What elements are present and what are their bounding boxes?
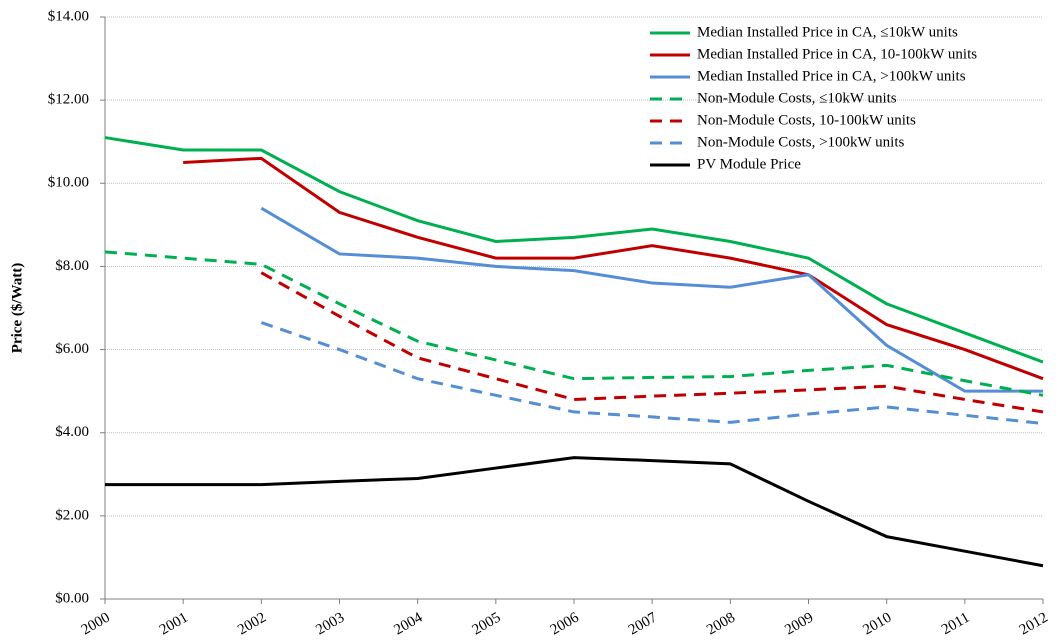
x-tick-label: 2004 xyxy=(391,609,425,638)
x-tick-label: 2010 xyxy=(860,610,894,639)
series-line xyxy=(260,321,1044,426)
series-line xyxy=(104,136,1044,364)
y-tick-label: $4.00 xyxy=(55,424,89,440)
legend-label: Median Installed Price in CA, >100kW uni… xyxy=(697,68,966,84)
y-tick-label: $8.00 xyxy=(55,258,89,274)
x-tick-label: 2012 xyxy=(1017,610,1051,639)
legend-label: Median Installed Price in CA, ≤10kW unit… xyxy=(697,24,958,40)
legend-label: Median Installed Price in CA, 10-100kW u… xyxy=(697,46,977,62)
y-tick-label: $0.00 xyxy=(55,590,89,606)
x-tick-label: 2005 xyxy=(470,610,504,639)
x-tick-label: 2007 xyxy=(626,609,660,638)
legend-label: Non-Module Costs, ≤10kW units xyxy=(697,90,897,106)
x-tick-label: 2001 xyxy=(157,610,191,639)
x-tick-label: 2006 xyxy=(548,609,582,638)
y-tick-label: $12.00 xyxy=(48,92,89,108)
series-line xyxy=(183,156,1044,381)
x-tick-label: 2011 xyxy=(939,610,973,639)
x-tick-label: 2008 xyxy=(704,610,738,639)
legend-label: Non-Module Costs, >100kW units xyxy=(697,134,905,150)
y-tick-label: $14.00 xyxy=(48,8,89,24)
x-tick-label: 2002 xyxy=(235,610,269,639)
series-line xyxy=(105,456,1044,568)
legend-label: Non-Module Costs, 10-100kW units xyxy=(697,112,916,128)
x-tick-label: 2000 xyxy=(79,610,113,639)
y-tick-label: $10.00 xyxy=(48,175,89,191)
x-tick-label: 2003 xyxy=(313,610,347,639)
series-line xyxy=(104,250,1044,397)
legend-label: PV Module Price xyxy=(697,156,801,172)
series-line xyxy=(260,271,1044,414)
y-tick-label: $2.00 xyxy=(55,507,89,523)
x-tick-label: 2009 xyxy=(782,610,816,639)
y-axis-label: Price ($/Watt) xyxy=(9,263,25,353)
y-tick-label: $6.00 xyxy=(55,341,89,357)
series-line xyxy=(260,206,1043,393)
